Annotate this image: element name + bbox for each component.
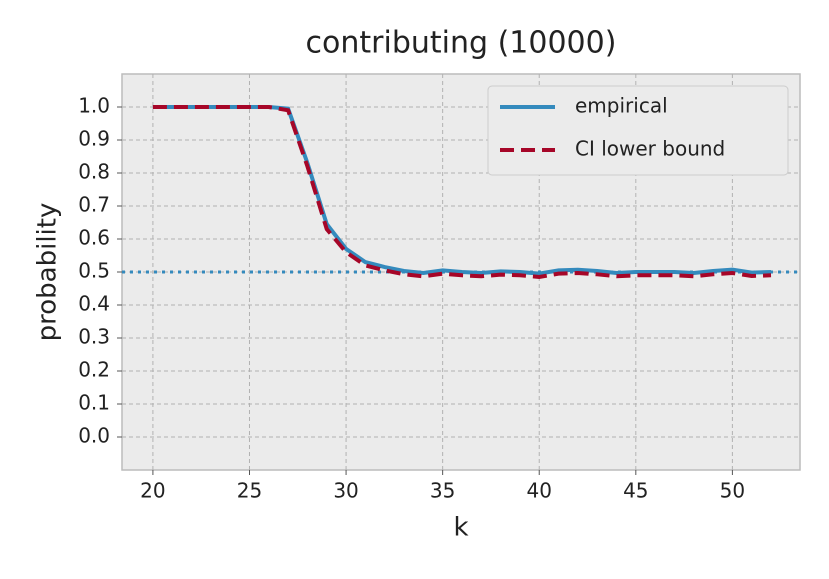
y-tick-label: 0.8 bbox=[78, 160, 110, 184]
legend: empirical CI lower bound bbox=[487, 85, 789, 176]
x-tick-label: 30 bbox=[333, 479, 358, 503]
y-axis-label: probability bbox=[33, 203, 63, 342]
y-tick-label: 0.9 bbox=[78, 127, 110, 151]
x-tick-label: 20 bbox=[140, 479, 165, 503]
legend-label: empirical bbox=[575, 94, 668, 118]
x-axis-label: k bbox=[453, 513, 468, 543]
y-tick-label: 0.7 bbox=[78, 193, 110, 217]
x-tick-label: 40 bbox=[527, 479, 552, 503]
chart-title: contributing (10000) bbox=[306, 26, 617, 61]
legend-box bbox=[487, 85, 789, 176]
x-tick-label: 50 bbox=[720, 479, 745, 503]
series-line bbox=[152, 105, 772, 276]
y-tick-label: 0.3 bbox=[78, 325, 110, 349]
x-tick-label: 35 bbox=[430, 479, 455, 503]
y-tick-label: 0.4 bbox=[78, 292, 110, 316]
legend-label: CI lower bound bbox=[575, 137, 725, 161]
series-line bbox=[152, 105, 772, 279]
y-tick-label: 1.0 bbox=[78, 94, 110, 118]
y-tick-label: 0.0 bbox=[78, 424, 110, 448]
y-tick-label: 0.6 bbox=[78, 226, 110, 250]
x-tick-label: 25 bbox=[237, 479, 262, 503]
y-tick-label: 0.2 bbox=[78, 358, 110, 382]
x-tick-label: 45 bbox=[623, 479, 648, 503]
y-tick-label: 0.1 bbox=[78, 391, 110, 415]
y-tick-label: 0.5 bbox=[78, 259, 110, 283]
